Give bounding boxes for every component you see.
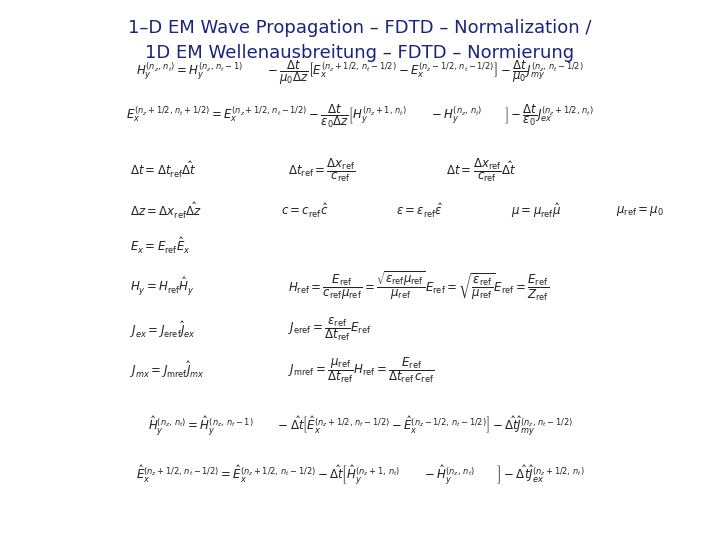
Text: 1–D EM Wave Propagation – FDTD – Normalization /
1D EM Wellenausbreitung – FDTD : 1–D EM Wave Propagation – FDTD – Normali…	[128, 19, 592, 62]
Text: $\Delta t_{\mathrm{ref}} = \dfrac{\Delta x_{\mathrm{ref}}}{c_{\mathrm{ref}}}$: $\Delta t_{\mathrm{ref}} = \dfrac{\Delta…	[288, 156, 356, 184]
Text: $E_x^{(n_z+1/2,\,n_t+1/2)} = E_x^{(n_z+1/2,\,n_t-1/2)} - \dfrac{\Delta t}{\varep: $E_x^{(n_z+1/2,\,n_t+1/2)} = E_x^{(n_z+1…	[126, 102, 594, 130]
Text: $H_{\mathrm{ref}} = \dfrac{E_{\mathrm{ref}}}{c_{\mathrm{ref}}\mu_{\mathrm{ref}}}: $H_{\mathrm{ref}} = \dfrac{E_{\mathrm{re…	[288, 269, 549, 303]
Text: $\varepsilon = \varepsilon_{\mathrm{ref}}\hat{\varepsilon}$: $\varepsilon = \varepsilon_{\mathrm{ref}…	[396, 201, 443, 220]
Text: $\mu = \mu_{\mathrm{ref}}\hat{\mu}$: $\mu = \mu_{\mathrm{ref}}\hat{\mu}$	[511, 201, 562, 220]
Text: $E_x = E_{\mathrm{ref}}\hat{E}_x$: $E_x = E_{\mathrm{ref}}\hat{E}_x$	[130, 235, 190, 256]
Text: $\hat{H}_y^{(n_z,\,n_t)} = \hat{H}_y^{(n_z,\,n_t-1)} \qquad - \hat{\Delta t}\lef: $\hat{H}_y^{(n_z,\,n_t)} = \hat{H}_y^{(n…	[148, 415, 572, 438]
Text: $\mu_{\mathrm{ref}} = \mu_0$: $\mu_{\mathrm{ref}} = \mu_0$	[616, 204, 663, 218]
Text: $H_y = H_{\mathrm{ref}}\hat{H}_y$: $H_y = H_{\mathrm{ref}}\hat{H}_y$	[130, 275, 194, 297]
Text: $J_{\mathrm{eref}} = \dfrac{\varepsilon_{\mathrm{ref}}}{\Delta t_{\mathrm{ref}}}: $J_{\mathrm{eref}} = \dfrac{\varepsilon_…	[288, 315, 372, 343]
Text: $\hat{E}_x^{(n_z+1/2,\,n_t-1/2)} = \hat{E}_x^{(n_z+1/2,\,n_t-1/2)} - \hat{\Delta: $\hat{E}_x^{(n_z+1/2,\,n_t-1/2)} = \hat{…	[135, 463, 585, 487]
Text: $\Delta z = \Delta x_{\mathrm{ref}}\hat{\Delta z}$: $\Delta z = \Delta x_{\mathrm{ref}}\hat{…	[130, 200, 202, 221]
Text: $c = c_{\mathrm{ref}}\hat{c}$: $c = c_{\mathrm{ref}}\hat{c}$	[281, 201, 328, 220]
Text: $J_{mx} = J_{\mathrm{mref}}\hat{J}_{mx}$: $J_{mx} = J_{\mathrm{mref}}\hat{J}_{mx}$	[130, 360, 204, 380]
Text: $H_y^{(n_z,\,n_t)} = H_y^{(n_z,\,n_t-1)} \qquad - \dfrac{\Delta t}{\mu_0 \Delta : $H_y^{(n_z,\,n_t)} = H_y^{(n_z,\,n_t-1)}…	[136, 58, 584, 87]
Text: $\Delta t = \dfrac{\Delta x_{\mathrm{ref}}}{c_{\mathrm{ref}}}\hat{\Delta t}$: $\Delta t = \dfrac{\Delta x_{\mathrm{ref…	[446, 156, 517, 184]
Text: $J_{ex} = J_{\mathrm{eref}}\hat{J}_{ex}$: $J_{ex} = J_{\mathrm{eref}}\hat{J}_{ex}$	[130, 319, 196, 340]
Text: $\Delta t = \Delta t_{\mathrm{ref}}\hat{\Delta t}$: $\Delta t = \Delta t_{\mathrm{ref}}\hat{…	[130, 160, 196, 180]
Text: $J_{\mathrm{mref}} = \dfrac{\mu_{\mathrm{ref}}}{\Delta t_{\mathrm{ref}}}H_{\math: $J_{\mathrm{mref}} = \dfrac{\mu_{\mathrm…	[288, 355, 435, 385]
